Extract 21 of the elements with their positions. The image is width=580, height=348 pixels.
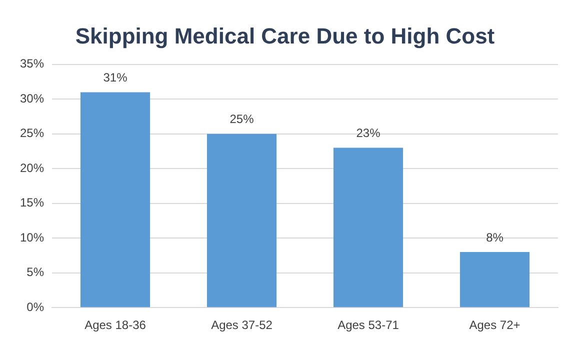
x-tick-label: Ages 18-36 [84,318,146,332]
y-tick-label: 10% [20,230,44,244]
bar [206,134,277,308]
y-tick-label: 35% [20,56,44,71]
data-label: 8% [486,230,504,244]
x-tick-label: Ages 53-71 [338,318,400,332]
x-tick-label: Ages 72+ [469,318,520,332]
chart-title: Skipping Medical Care Due to High Cost [75,23,496,48]
y-tick-label: 30% [20,91,44,106]
y-tick-label: 0% [26,300,44,314]
y-tick-label: 20% [20,160,44,175]
y-tick-label: 25% [20,126,44,140]
data-label: 25% [230,112,254,126]
bar [80,92,150,308]
data-label: 23% [356,126,381,140]
y-tick-label: 15% [20,196,44,210]
x-tick-label: Ages 37-52 [211,318,273,332]
y-tick-label: 5% [26,265,44,280]
bar [333,148,404,308]
bar [460,252,530,308]
data-label: 31% [103,70,128,85]
